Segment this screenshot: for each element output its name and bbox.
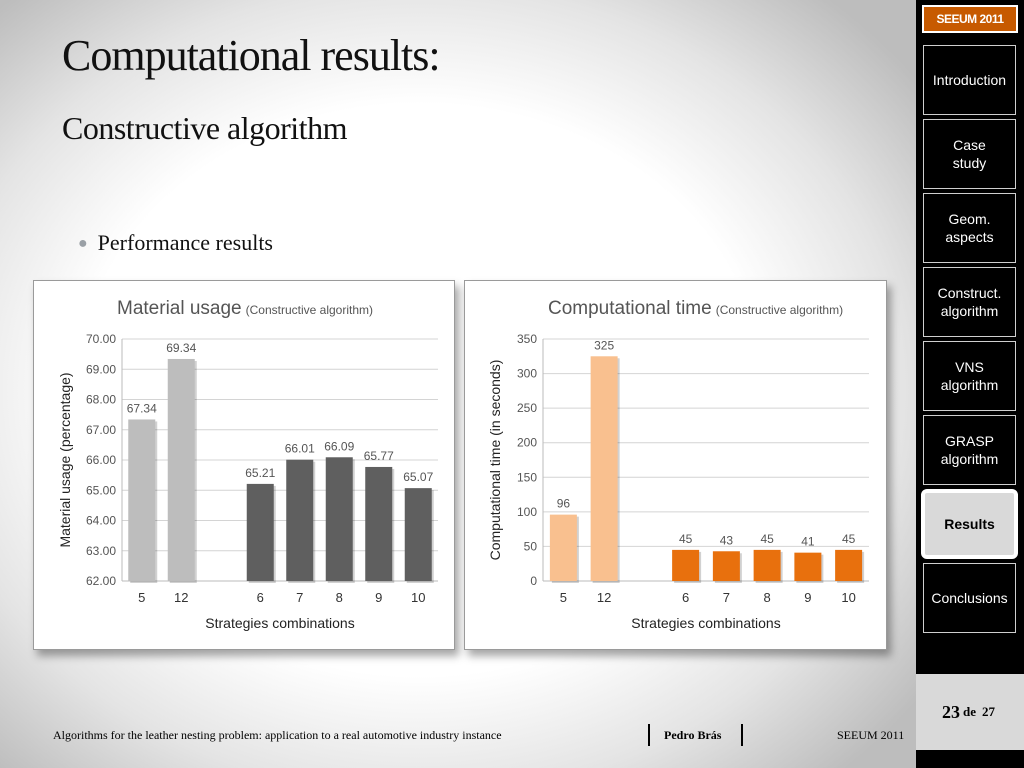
bullet-dot-icon: ●	[78, 235, 88, 252]
material-usage-chart-panel: Material usage (Constructive algorithm) 62…	[33, 280, 455, 650]
x-tick-label: 5	[560, 590, 567, 605]
footer-text: Algorithms for the leather nesting probl…	[53, 728, 502, 742]
chart-title: Computational time (Constructive algorith…	[548, 298, 843, 319]
data-label: 69.34	[166, 341, 196, 355]
data-label: 67.34	[127, 401, 157, 415]
page-current: 23	[942, 701, 960, 722]
footer-author: Pedro Brás	[664, 728, 722, 742]
y-tick-label: 50	[524, 539, 538, 553]
page-total: 27	[982, 704, 995, 719]
x-tick-label: 9	[375, 590, 382, 605]
y-axis-label: Material usage (percentage)	[57, 372, 73, 547]
bar	[365, 466, 393, 581]
bar	[835, 549, 863, 581]
bar	[286, 459, 314, 581]
slide-subtitle: Constructive algorithm	[62, 110, 347, 146]
y-tick-label: 350	[517, 332, 537, 346]
nav-item[interactable]: Construct. algorithm	[923, 267, 1016, 337]
y-tick-label: 64.00	[86, 514, 116, 528]
data-label: 43	[720, 533, 734, 547]
data-label: 325	[594, 338, 614, 352]
slide-title: Computational results:	[62, 31, 441, 80]
y-tick-label: 69.00	[86, 362, 116, 376]
footer-event: SEEUM 2011	[837, 728, 905, 742]
y-tick-label: 66.00	[86, 453, 116, 467]
x-tick-label: 10	[411, 590, 425, 605]
y-tick-label: 300	[517, 367, 537, 381]
y-tick-label: 68.00	[86, 393, 116, 407]
bar	[246, 483, 274, 581]
data-label: 66.09	[324, 439, 354, 453]
y-tick-label: 200	[517, 436, 537, 450]
data-label: 45	[842, 532, 856, 546]
x-axis-label: Strategies combinations	[631, 615, 780, 631]
data-label: 41	[801, 535, 815, 549]
data-label: 65.77	[364, 449, 394, 463]
footer-separator	[648, 724, 650, 746]
x-tick-label: 6	[257, 590, 264, 605]
computational-time-chart-panel: Computational time (Constructive algorith…	[464, 280, 887, 650]
nav-item[interactable]: GRASP algorithm	[923, 415, 1016, 485]
nav-item[interactable]: Results	[921, 489, 1018, 559]
x-tick-label: 7	[723, 590, 730, 605]
nav-item[interactable]: Conclusions	[923, 563, 1016, 633]
nav-item[interactable]: Introduction	[923, 45, 1016, 115]
bar	[712, 551, 740, 581]
data-label: 45	[679, 532, 693, 546]
x-tick-label: 9	[804, 590, 811, 605]
y-tick-label: 70.00	[86, 332, 116, 346]
data-label: 65.21	[245, 466, 275, 480]
data-label: 66.01	[285, 442, 315, 456]
y-tick-label: 0	[530, 574, 537, 588]
bar	[404, 488, 432, 581]
x-tick-label: 12	[174, 590, 188, 605]
chart-title: Material usage (Constructive algorithm)	[117, 298, 373, 319]
chart-subtitle: (Constructive algorithm)	[246, 303, 373, 317]
computational-time-chart: Computational time (Constructive algorith…	[487, 298, 869, 631]
chart-subtitle: (Constructive algorithm)	[716, 303, 843, 317]
x-tick-label: 8	[764, 590, 771, 605]
footer-separator	[741, 724, 743, 746]
bar	[325, 457, 353, 581]
page-of: de	[963, 704, 976, 719]
bullet-item: ● Performance results	[78, 230, 273, 256]
y-tick-label: 65.00	[86, 483, 116, 497]
bar	[672, 549, 700, 581]
y-tick-label: 250	[517, 401, 537, 415]
bar	[549, 514, 577, 581]
x-tick-label: 8	[336, 590, 343, 605]
material-usage-chart: Material usage (Constructive algorithm) 62…	[57, 298, 438, 631]
y-tick-label: 67.00	[86, 423, 116, 437]
x-tick-label: 7	[296, 590, 303, 605]
x-tick-label: 10	[841, 590, 855, 605]
y-tick-label: 150	[517, 470, 537, 484]
nav-item[interactable]: Case study	[923, 119, 1016, 189]
y-tick-label: 63.00	[86, 544, 116, 558]
bar	[167, 358, 195, 581]
data-label: 65.07	[403, 470, 433, 484]
event-badge: SEEUM 2011	[922, 5, 1018, 33]
page-counter: 23 de 27	[916, 674, 1024, 750]
bar	[590, 356, 618, 581]
y-axis-label: Computational time (in seconds)	[487, 360, 503, 561]
data-label: 45	[760, 532, 774, 546]
nav-item[interactable]: VNS algorithm	[923, 341, 1016, 411]
bar	[128, 419, 156, 581]
nav-item[interactable]: Geom. aspects	[923, 193, 1016, 263]
sidebar	[916, 0, 1024, 768]
x-tick-label: 12	[597, 590, 611, 605]
bullet-text: Performance results	[97, 230, 273, 255]
y-tick-label: 100	[517, 505, 537, 519]
x-tick-label: 5	[138, 590, 145, 605]
data-label: 96	[557, 497, 571, 511]
bar	[794, 552, 822, 581]
bar	[753, 549, 781, 581]
y-tick-label: 62.00	[86, 574, 116, 588]
x-tick-label: 6	[682, 590, 689, 605]
x-axis-label: Strategies combinations	[205, 615, 354, 631]
